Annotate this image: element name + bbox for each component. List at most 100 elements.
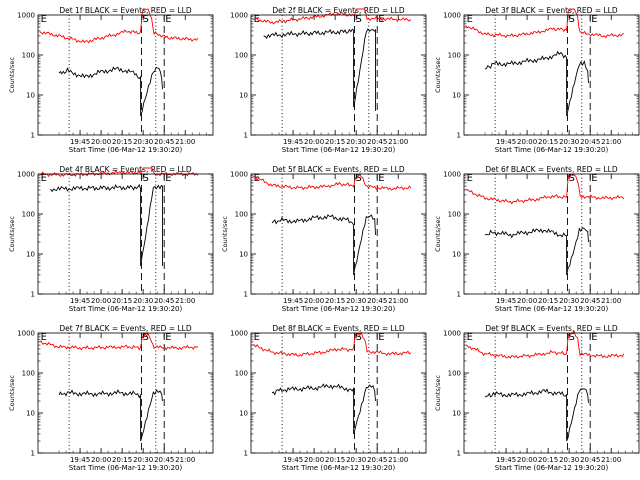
y-tick-label: 100 [22, 211, 35, 219]
plot-frame [463, 14, 640, 136]
y-tick-label: 1000 [443, 330, 461, 338]
marker-label: S [355, 332, 361, 343]
x-tick-label: 20:45 [367, 138, 387, 146]
y-tick-label: 10 [452, 251, 461, 259]
plot-frame [37, 332, 214, 454]
x-tick-label: 20:00 [517, 138, 537, 146]
x-axis-label: Start Time (06-Mar-12 19:30:20) [282, 305, 396, 313]
x-tick-label: 20:00 [304, 138, 324, 146]
plot-frame [250, 14, 427, 136]
chart-title: Det 8f BLACK = Events, RED = LLD [272, 324, 405, 333]
y-axis-label: Counts/sec [434, 57, 442, 93]
x-tick-label: 21:00 [175, 297, 195, 305]
x-axis-label: Start Time (06-Mar-12 19:30:20) [495, 464, 609, 472]
marker-label: E [591, 173, 597, 184]
series-lld-line [252, 8, 412, 25]
series-events-line [271, 383, 376, 435]
marker-label: E [378, 173, 384, 184]
plot-frame [37, 14, 214, 136]
x-tick-label: 20:45 [367, 297, 387, 305]
series-lld-line [465, 330, 625, 359]
x-tick-label: 20:30 [346, 297, 366, 305]
x-tick-label: 20:15 [538, 456, 558, 464]
x-tick-label: 20:15 [325, 456, 345, 464]
x-tick-label: 21:00 [601, 138, 621, 146]
series-events-line [484, 50, 589, 117]
x-tick-label: 19:45 [283, 138, 303, 146]
chart-title: Det 4f BLACK = Events, RED = LLD [59, 165, 192, 174]
y-tick-label: 10 [26, 251, 35, 259]
marker-label: S [142, 173, 148, 184]
x-axis-label: Start Time (06-Mar-12 19:30:20) [495, 146, 609, 154]
series-group [39, 8, 199, 117]
x-tick-label: 20:30 [559, 138, 579, 146]
marker-label: S [568, 14, 574, 25]
y-tick-label: 1000 [230, 330, 248, 338]
chart-title: Det 3f BLACK = Events, RED = LLD [485, 6, 618, 15]
series-group [465, 173, 625, 275]
x-tick-label: 19:45 [283, 456, 303, 464]
x-tick-label: 20:45 [580, 456, 600, 464]
y-tick-label: 100 [448, 52, 461, 60]
chart-title: Det 1f BLACK = Events, RED = LLD [59, 6, 192, 15]
x-tick-label: 20:15 [325, 138, 345, 146]
series-lld-line [39, 8, 199, 44]
y-tick-label: 10 [452, 410, 461, 418]
series-lld-line [252, 174, 412, 191]
marker-label: E [254, 332, 260, 343]
y-axis-label: Counts/sec [8, 216, 16, 252]
x-tick-label: 20:45 [154, 297, 174, 305]
x-axis-label: Start Time (06-Mar-12 19:30:20) [282, 146, 396, 154]
x-axis-label: Start Time (06-Mar-12 19:30:20) [69, 305, 183, 313]
x-tick-label: 20:45 [154, 138, 174, 146]
y-tick-label: 100 [22, 370, 35, 378]
y-tick-label: 100 [235, 52, 248, 60]
y-tick-label: 1 [457, 291, 461, 299]
marker-label: E [254, 14, 260, 25]
x-tick-label: 21:00 [601, 297, 621, 305]
x-tick-label: 20:00 [517, 297, 537, 305]
y-tick-label: 100 [448, 211, 461, 219]
y-tick-label: 10 [452, 92, 461, 100]
x-tick-label: 20:00 [91, 138, 111, 146]
y-tick-label: 10 [26, 410, 35, 418]
y-tick-label: 1 [457, 132, 461, 140]
y-tick-label: 100 [22, 52, 35, 60]
series-group [252, 331, 412, 435]
series-group [252, 8, 412, 111]
chart-title: Det 2f BLACK = Events, RED = LLD [272, 6, 405, 15]
x-tick-label: 20:30 [133, 297, 153, 305]
chart-title: Det 6f BLACK = Events, RED = LLD [485, 165, 618, 174]
x-tick-label: 21:00 [175, 138, 195, 146]
y-tick-label: 10 [239, 92, 248, 100]
y-tick-label: 100 [235, 370, 248, 378]
series-group [252, 174, 412, 275]
marker-label: E [591, 332, 597, 343]
x-tick-label: 19:45 [70, 138, 90, 146]
marker-label: S [355, 173, 361, 184]
marker-label: E [467, 173, 473, 184]
x-tick-label: 20:00 [517, 456, 537, 464]
series-events-line [58, 389, 163, 442]
x-tick-label: 19:45 [496, 456, 516, 464]
marker-label: E [165, 332, 171, 343]
y-tick-label: 100 [448, 370, 461, 378]
x-tick-label: 20:45 [367, 456, 387, 464]
y-tick-label: 1000 [443, 171, 461, 179]
y-axis-label: Counts/sec [221, 216, 229, 252]
x-axis-label: Start Time (06-Mar-12 19:30:20) [69, 146, 183, 154]
y-tick-label: 1 [457, 450, 461, 458]
marker-label: S [142, 14, 148, 25]
series-group [39, 333, 199, 442]
y-tick-label: 100 [235, 211, 248, 219]
x-tick-label: 20:15 [538, 297, 558, 305]
